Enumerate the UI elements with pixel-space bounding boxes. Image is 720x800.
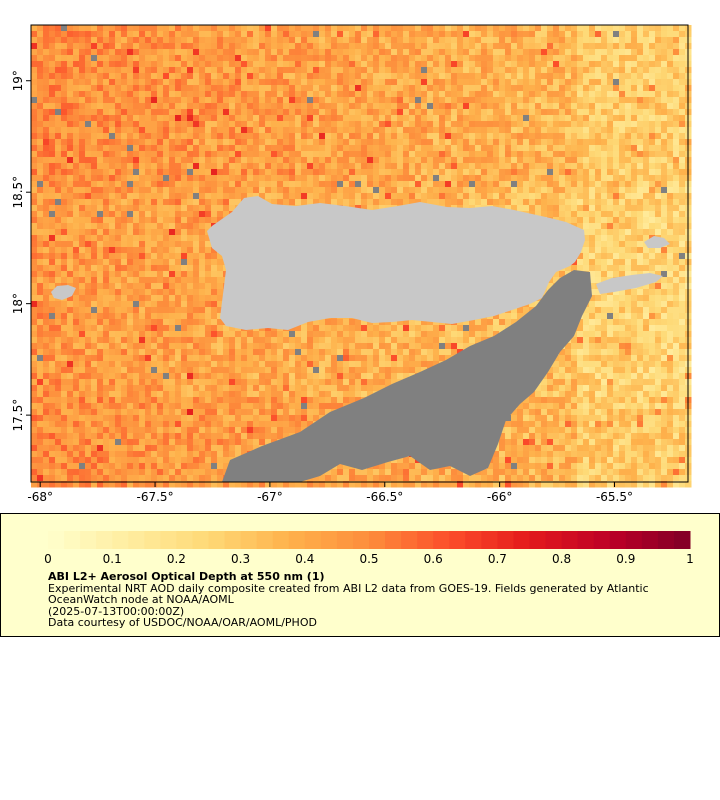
colorbar-tick-label: 0.4: [295, 552, 314, 566]
colorbar-cell: [673, 531, 691, 549]
colorbar-cell: [545, 531, 563, 549]
colorbar-cell: [657, 531, 675, 549]
puerto-rico-landmass: [207, 196, 585, 330]
colorbar-tick-label: 0.8: [552, 552, 571, 566]
no-data-mask: [222, 270, 592, 482]
colorbar-cell: [369, 531, 386, 549]
colorbar-cell: [96, 531, 113, 549]
colorbar-tick-label: 0.5: [359, 552, 378, 566]
colorbar-cell: [465, 531, 482, 549]
colorbar-cell: [593, 531, 611, 549]
colorbar-cell: [144, 531, 161, 549]
colorbar-cell: [272, 531, 290, 549]
colorbar-cell: [609, 531, 627, 549]
colorbar-cell: [64, 531, 81, 549]
mona-island: [51, 285, 76, 300]
colorbar-tick-label: 0.9: [616, 552, 635, 566]
lon-tick-label: -67°: [257, 490, 283, 504]
colorbar-tick-label: 0: [44, 552, 52, 566]
colorbar-cell: [641, 531, 659, 549]
lon-tick-label: -67.5°: [137, 490, 174, 504]
colorbar-cell: [352, 531, 370, 549]
colorbar-cell: [320, 531, 338, 549]
colorbar-tick-label: 0.7: [488, 552, 507, 566]
colorbar-cell: [240, 531, 258, 549]
land-layer: [51, 196, 670, 330]
legend-title: ABI L2+ Aerosol Optical Depth at 550 nm …: [48, 570, 325, 583]
colorbar-cell: [256, 531, 274, 549]
colorbar-cell: [176, 531, 193, 549]
colorbar-cell: [208, 531, 226, 549]
colorbar-cell: [128, 531, 145, 549]
colorbar-cell: [112, 531, 129, 549]
colorbar-cell: [497, 531, 514, 549]
colorbar-cell: [336, 531, 354, 549]
colorbar-cell: [304, 531, 322, 549]
colorbar-cell: [417, 531, 434, 549]
lat-tick-label: 17.5°: [11, 399, 25, 432]
lat-tick-label: 19°: [11, 70, 25, 91]
colorbar-tick-label: 0.1: [103, 552, 122, 566]
legend-credit: Data courtesy of USDOC/NOAA/OAR/AOML/PHO…: [48, 616, 317, 629]
colorbar-cell: [288, 531, 306, 549]
colorbar-cell: [577, 531, 595, 549]
colorbar-tick-label: 0.3: [231, 552, 250, 566]
colorbar-cell: [401, 531, 418, 549]
legend-time: (2025-07-13T00:00:00Z): [48, 604, 185, 618]
lon-tick-label: -66.5°: [366, 490, 403, 504]
lon-tick-label: -68°: [27, 490, 53, 504]
colorbar-cell: [433, 531, 450, 549]
colorbar-tick-label: 0.2: [167, 552, 186, 566]
colorbar-cells: [48, 531, 691, 549]
aod-map: 19° 18.5° 18° 17.5° -68° -67.5° -67° -66.5° -66°…: [11, 24, 692, 504]
colorbar-ticks: 0 0.1 0.2 0.3 0.4 0.5 0.6 0.7 0.8 0.9 1: [44, 552, 694, 566]
aod-colorbar: 0 0.1 0.2 0.3 0.4 0.5 0.6 0.7 0.8 0.9 1: [44, 531, 694, 566]
colorbar-cell: [481, 531, 498, 549]
colorbar-cell: [160, 531, 177, 549]
colorbar-tick-label: 1: [686, 552, 694, 566]
lon-tick-label: -66°: [487, 490, 513, 504]
map-axes: 19° 18.5° 18° 17.5° -68° -67.5° -67° -66.5° -66°…: [11, 70, 633, 504]
colorbar-cell: [192, 531, 209, 549]
lat-tick-label: 18.5°: [11, 176, 25, 209]
colorbar-tick-label: 0.6: [424, 552, 443, 566]
map-frame: [30, 24, 689, 483]
colorbar-cell: [513, 531, 530, 549]
lat-tick-label: 18°: [11, 293, 25, 314]
colorbar-cell: [561, 531, 579, 549]
culebra-island: [644, 236, 670, 248]
colorbar-cell: [385, 531, 402, 549]
legend-panel: 0 0.1 0.2 0.3 0.4 0.5 0.6 0.7 0.8 0.9 1 ABI L2+ Ae…: [0, 513, 720, 637]
legend-description: Experimental NRT AOD daily composite cre…: [48, 581, 649, 606]
colorbar-cell: [48, 531, 65, 549]
colorbar-cell: [80, 531, 97, 549]
colorbar-cell: [625, 531, 643, 549]
legend-text: ABI L2+ Aerosol Optical Depth at 550 nm …: [48, 571, 688, 629]
lon-tick-label: -65.5°: [596, 490, 633, 504]
colorbar-cell: [224, 531, 242, 549]
colorbar-cell: [449, 531, 466, 549]
vieques-island: [596, 273, 663, 294]
colorbar-cell: [529, 531, 547, 549]
